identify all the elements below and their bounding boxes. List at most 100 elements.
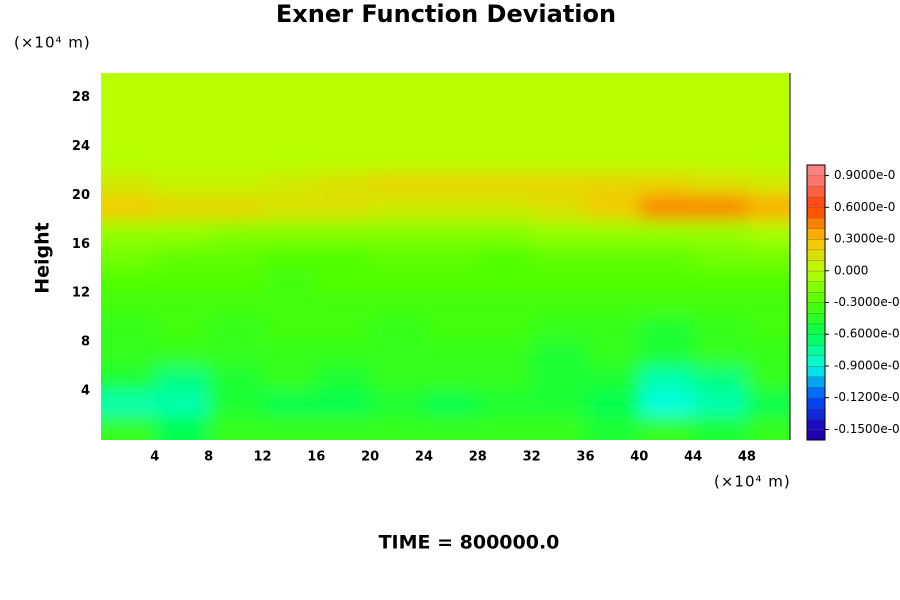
heat-cell [585, 121, 640, 147]
heat-cell [208, 121, 263, 147]
heat-cell [154, 121, 210, 147]
colorbar-label: -0.9000e-0 [834, 358, 900, 372]
heat-cell [101, 146, 156, 172]
heat-cell [639, 121, 694, 147]
heat-cell [370, 317, 425, 343]
colorbar-label: -0.6000e-0 [834, 327, 900, 341]
heat-cell [531, 391, 586, 417]
colorbar-band [806, 312, 826, 325]
x-tick-label: 24 [415, 450, 433, 465]
x-tick-label: 40 [630, 450, 648, 465]
heat-cell [208, 317, 263, 343]
heat-cell [262, 415, 317, 440]
heat-cell [101, 415, 156, 440]
heat-cell [370, 415, 425, 440]
heat-cell [370, 268, 425, 294]
heat-cell [639, 244, 694, 270]
heat-cell [423, 342, 479, 368]
heat-cell [370, 366, 425, 392]
y-tick-label: 28 [72, 90, 90, 105]
heat-cell [316, 415, 371, 440]
heat-cell [531, 97, 586, 123]
heat-cell [262, 342, 317, 368]
colorbar-band [806, 281, 826, 293]
y-tick-label: 12 [72, 286, 90, 301]
heat-cell [693, 391, 748, 417]
heat-cell [423, 73, 479, 98]
heat-cell [316, 170, 371, 196]
heat-cell [370, 244, 425, 270]
heat-cell [585, 293, 640, 319]
heat-cell [585, 73, 640, 98]
heat-cell [316, 317, 371, 343]
heat-cell [101, 195, 156, 221]
heat-cell [585, 317, 640, 343]
heat-cell [423, 366, 479, 392]
heat-cell [746, 170, 790, 196]
heat-cell [262, 73, 317, 98]
heat-cell [746, 268, 790, 294]
heat-cell [154, 366, 210, 392]
heat-cell [585, 170, 640, 196]
heat-cell [101, 97, 156, 123]
heat-cell [639, 317, 694, 343]
colorbar-band [806, 408, 826, 420]
heat-cell [746, 244, 790, 270]
heat-cell [477, 170, 533, 196]
heat-cell [316, 97, 371, 123]
heat-cell [423, 121, 479, 147]
heat-cell [746, 317, 790, 343]
heat-cell [693, 268, 748, 294]
y-unit: (×10⁴ m) [14, 34, 91, 52]
colorbar-band [806, 217, 826, 229]
colorbar-label: 0.000 [834, 263, 868, 277]
heat-cell [531, 366, 586, 392]
x-tick-label: 4 [150, 450, 159, 465]
heat-cell [208, 219, 263, 245]
heat-cell [693, 170, 748, 196]
x-tick-label: 8 [204, 450, 213, 465]
heat-cell [531, 170, 586, 196]
heat-cell [101, 391, 156, 417]
heat-cell [154, 97, 210, 123]
heat-cell [316, 146, 371, 172]
heat-cell [746, 219, 790, 245]
heat-cell [423, 146, 479, 172]
heat-cell [370, 219, 425, 245]
colorbar-band [806, 344, 826, 356]
heat-cell [423, 244, 479, 270]
colorbar-label: 0.3000e-0 [834, 232, 895, 246]
heat-cell [154, 146, 210, 172]
heat-cell [208, 97, 263, 123]
heat-cell [262, 268, 317, 294]
heat-cell [423, 97, 479, 123]
heat-cell [585, 391, 640, 417]
colorbar-band [806, 376, 826, 388]
colorbar-label: -0.3000e-0 [834, 295, 900, 309]
heat-cell [262, 170, 317, 196]
heat-cell [208, 391, 263, 417]
colorbar-band [806, 302, 826, 314]
colorbar-band [806, 418, 826, 430]
heat-cell [316, 244, 371, 270]
heat-cell [154, 219, 210, 245]
x-tick-label: 16 [307, 450, 325, 465]
colorbar-band [806, 175, 826, 187]
heat-cell [639, 342, 694, 368]
colorbar-band [806, 207, 826, 219]
heat-cell [746, 342, 790, 368]
heat-cell [693, 97, 748, 123]
heat-cell [423, 317, 479, 343]
heat-cell [208, 195, 263, 221]
colorbar-band [806, 238, 826, 251]
colorbar-band [806, 196, 826, 208]
heat-cell [370, 293, 425, 319]
heat-cell [262, 317, 317, 343]
heat-cell [370, 73, 425, 98]
heat-cell [585, 342, 640, 368]
heat-cell [208, 73, 263, 98]
heat-cell [693, 342, 748, 368]
heat-cell [262, 366, 317, 392]
heat-cell [477, 97, 533, 123]
heat-cell [154, 73, 210, 98]
